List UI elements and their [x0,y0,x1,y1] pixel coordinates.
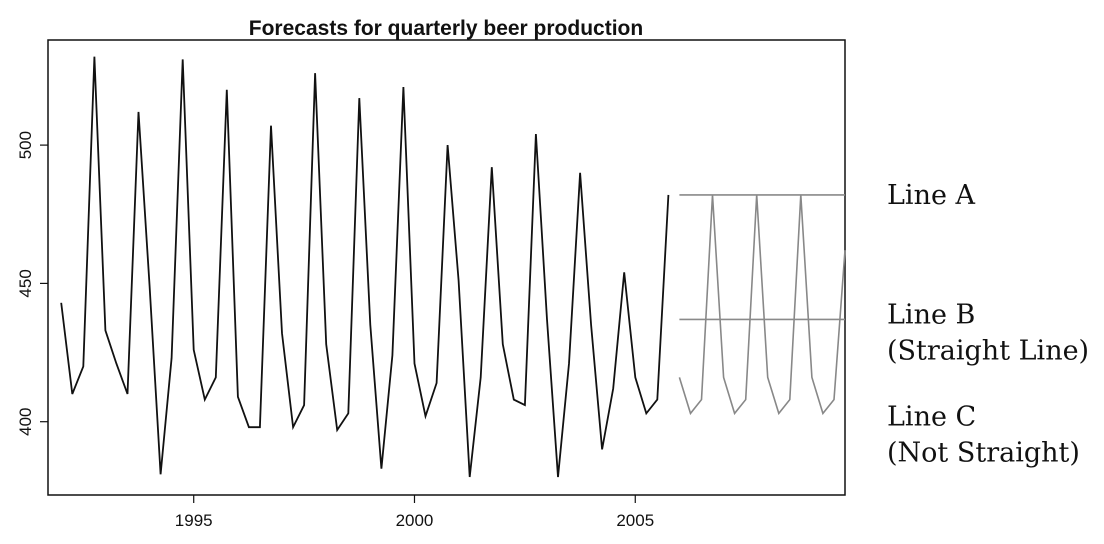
annotation-line-2-2: (Straight Line) [887,335,1089,366]
annotation-line-1-1: Line A [887,180,976,211]
series-layer [60,56,846,478]
annotation-line-3-2: (Not Straight) [887,438,1080,469]
annotation-line-2-1: Line B [887,299,975,330]
annotation-layer: Line A Line B (Straight Line) Line C (Not St… [887,180,1089,469]
x-tick-label: 2000 [396,511,434,530]
x-tick-label: 1995 [175,511,213,530]
x-tick-label: 2005 [616,511,654,530]
y-tick-label: 400 [16,408,35,436]
plot-frame [47,39,846,496]
y-tick-label: 500 [16,131,35,159]
series-line-1 [60,56,670,478]
y-tick-label: 450 [16,269,35,297]
chart-title: Forecasts for quarterly beer production [249,17,643,40]
annotation-line-3-1: Line C [887,402,976,433]
axis-layer: 1995 2000 2005 400 450 500 [16,131,654,530]
series-line-2 [678,194,846,416]
